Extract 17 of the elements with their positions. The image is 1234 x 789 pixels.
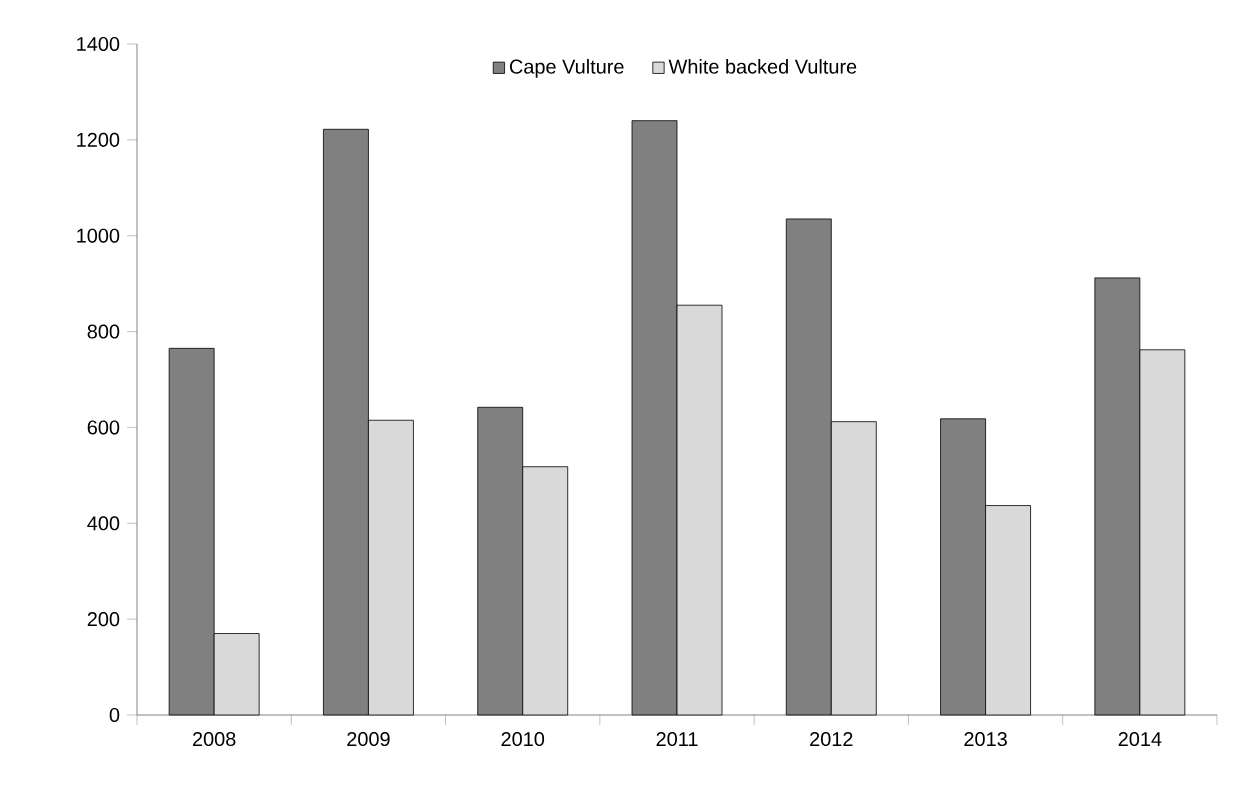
- y-tick-label: 1400: [77, 36, 120, 52]
- y-tick-label: 200: [87, 612, 120, 627]
- y-tick-label: 600: [87, 420, 120, 435]
- y-tick-label: 1000: [77, 228, 120, 243]
- x-tick-label: 2013: [964, 732, 1007, 747]
- y-tick-label: 400: [87, 516, 120, 531]
- y-tick-label: 800: [87, 324, 120, 339]
- x-tick-label: 2012: [810, 732, 853, 747]
- y-tick-label: 1200: [77, 132, 120, 147]
- x-tick-label: 2010: [501, 732, 545, 747]
- x-tick-label: 2008: [192, 732, 236, 747]
- legend-label: Cape Vulture: [509, 59, 624, 78]
- x-tick-label: 2009: [347, 732, 390, 747]
- x-tick-label: 2014: [1118, 732, 1162, 747]
- legend-label: White backed Vulture: [668, 59, 857, 74]
- x-tick-label: 2011: [656, 732, 698, 747]
- y-tick-label: 0: [109, 707, 120, 723]
